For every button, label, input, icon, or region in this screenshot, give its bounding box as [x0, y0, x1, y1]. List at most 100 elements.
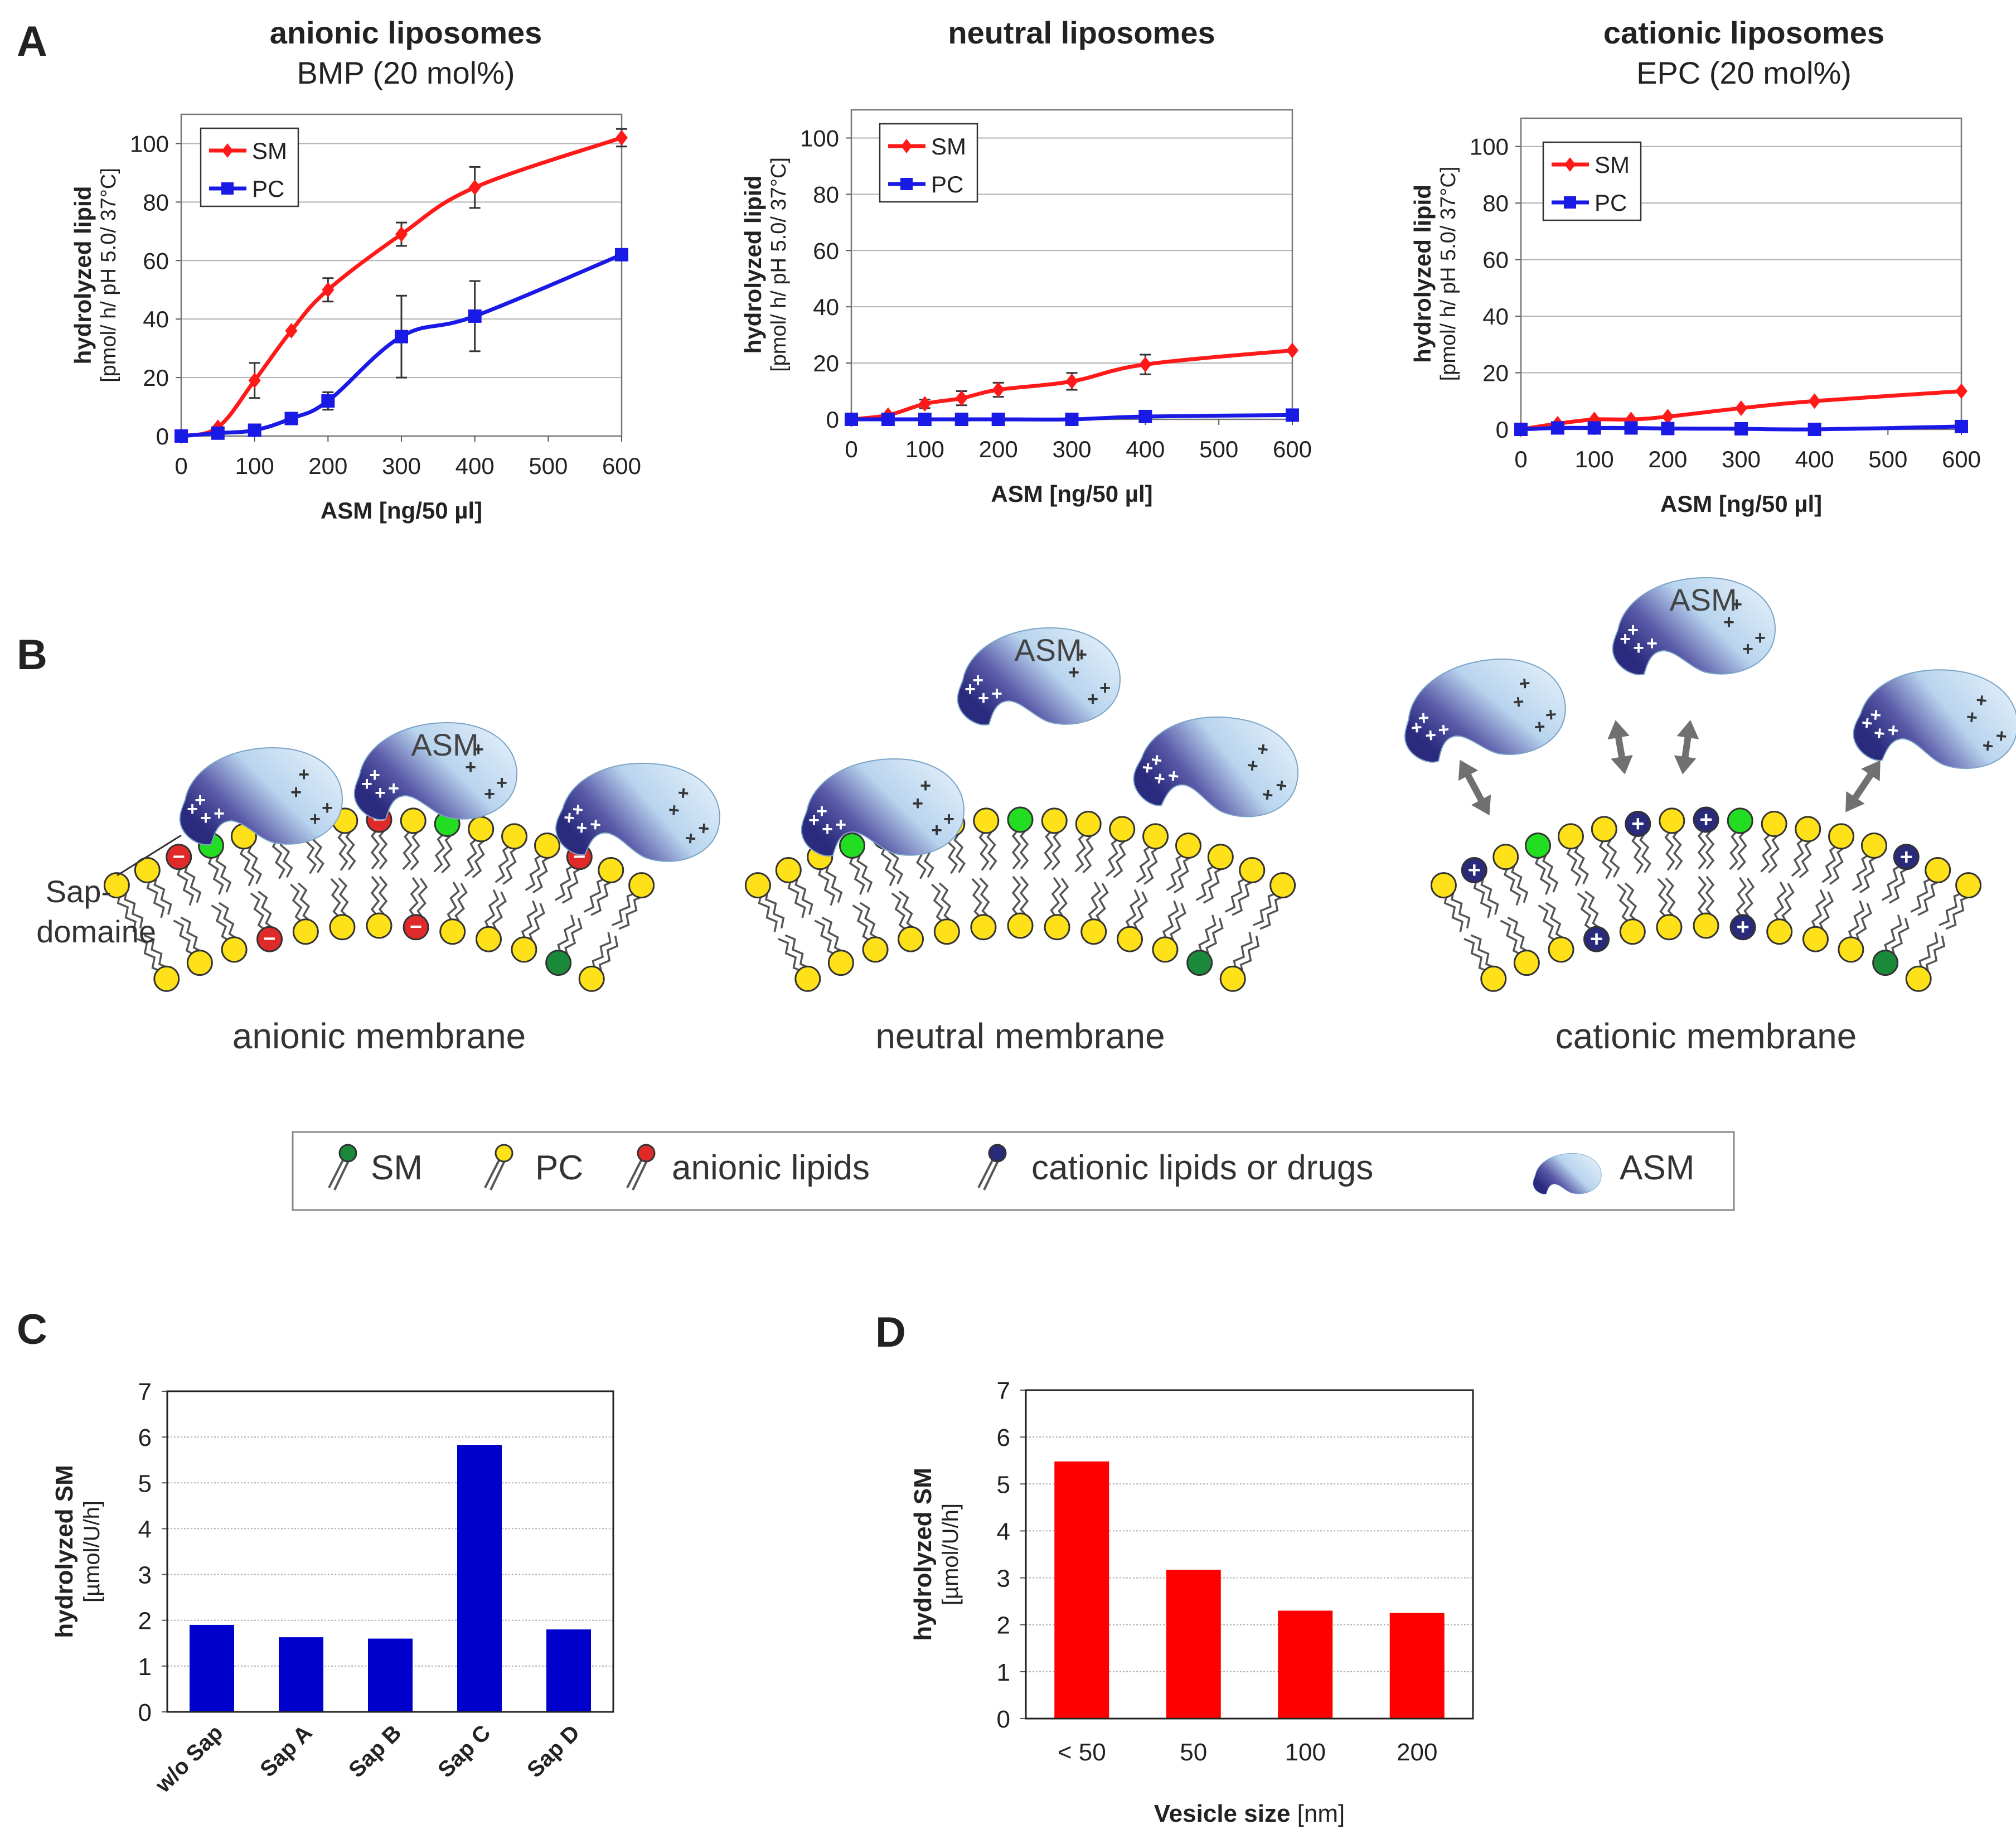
plot-frame — [1025, 1389, 1474, 1720]
legend-head-pc — [495, 1144, 513, 1163]
legend-label-sm: SM — [252, 138, 287, 164]
bar — [279, 1637, 323, 1712]
data-point-pc — [1661, 422, 1675, 435]
data-point-sm — [992, 382, 1005, 398]
plus-charge: + — [667, 799, 680, 821]
chart-legend-box — [879, 123, 978, 203]
x-tick-label: 500 — [1868, 446, 1907, 472]
y-axis-label: hydrolyzed lipid — [70, 186, 96, 365]
lipid-head-pc — [1828, 823, 1855, 850]
x-tick-label: Sap A — [255, 1720, 317, 1782]
lipid-head-an — [166, 844, 192, 870]
plus-charge: + — [697, 817, 710, 840]
x-axis-label: ASM [ng/50 µl] — [991, 481, 1152, 507]
y-axis-label: hydrolyzed SM — [51, 1465, 78, 1638]
y-tick-label: 0 — [156, 423, 169, 449]
asm-label: ASM — [411, 727, 478, 762]
x-tick-label: 0 — [1514, 446, 1527, 472]
lipid-head-pc — [1955, 872, 1982, 899]
legend-tail — [983, 1159, 1000, 1191]
y-tick-label: 1 — [997, 1659, 1010, 1686]
lipid-head-pc — [933, 918, 960, 945]
legend-label-pc: PC — [1595, 190, 1627, 216]
y-tick-label: 100 — [130, 130, 169, 157]
legend-tail — [328, 1156, 346, 1188]
data-point-pc — [1955, 419, 1968, 433]
lipid-head-pc — [1109, 816, 1136, 843]
bar — [1166, 1570, 1221, 1719]
chart-saposin-effect: 0 1 2 3 4 5 6 7 w/o Sap Sap A Sap B Sap C Sap D hydro… — [51, 1378, 614, 1798]
lipid-head-smd — [1186, 950, 1213, 976]
arrow-head — [1861, 760, 1881, 782]
data-point-pc — [1550, 421, 1564, 435]
lipid-head-pc — [400, 807, 427, 834]
arrow-head — [1611, 754, 1633, 775]
lipid-head-pc — [1142, 823, 1169, 850]
legend-label-pc: PC — [931, 171, 963, 197]
lipid-head-pc — [1693, 912, 1719, 939]
charge-plus: + — [1900, 845, 1913, 869]
y-axis-unit: [pmol/ h/ pH 5.0/ 37°C] — [1437, 167, 1460, 381]
lipid-head-cat — [1461, 857, 1487, 884]
asm-label: ASM — [1014, 632, 1082, 667]
data-point-pc — [881, 413, 895, 426]
bar — [190, 1624, 234, 1712]
x-tick-label: 600 — [1273, 436, 1312, 462]
data-point-pc — [395, 330, 408, 343]
y-tick-label: 80 — [1482, 190, 1509, 216]
y-tick-label: 20 — [143, 365, 169, 391]
plus-charge: + — [822, 819, 833, 840]
chart-subtitle: BMP (20 mol%) — [297, 55, 515, 90]
lipid-head-pc — [103, 872, 130, 899]
y-tick-label: 5 — [138, 1470, 152, 1497]
membrane-label: anionic membrane — [232, 1016, 526, 1056]
chart-vesicle-size: 0 1 2 3 4 5 6 7 < 50 50 100 200 hydrolyzed SM [µmol/U… — [909, 1377, 1474, 1827]
chart-title: cationic liposomes — [1603, 15, 1884, 50]
asm-protein: ++++++++ — [1398, 653, 1570, 765]
lipid-head-pc — [970, 914, 997, 941]
legend-marker-sm — [1564, 157, 1576, 172]
x-axis-unit: [nm] — [1290, 1800, 1345, 1827]
lipid-head-pc — [598, 857, 624, 884]
plus-charge: + — [571, 799, 584, 821]
x-tick-label: Sap C — [433, 1720, 495, 1782]
data-point-pc — [468, 309, 482, 323]
y-tick-label: 40 — [143, 306, 169, 332]
plus-charge: + — [1887, 719, 1900, 742]
data-point-sm — [1661, 409, 1674, 425]
plus-charge: + — [1512, 691, 1525, 713]
chart-cationic-liposomes: cationic liposomes EPC (20 mol%) 0 20 40 60 80… — [1409, 15, 1981, 517]
x-axis-label: ASM [ng/50 µl] — [1660, 491, 1822, 517]
bar — [1054, 1461, 1109, 1719]
legend-lipid-icon — [626, 1144, 656, 1191]
legend-tail — [333, 1159, 350, 1191]
plus-charge: + — [943, 809, 954, 830]
x-tick-label: 100 — [905, 436, 944, 462]
bar — [1278, 1610, 1333, 1719]
legend-frame — [292, 1131, 1735, 1211]
lipid-head-pc — [1766, 918, 1793, 945]
lipid-head-pc — [1591, 816, 1617, 843]
lipid-head-pc — [366, 912, 392, 939]
lipid-head-pc — [775, 857, 802, 884]
plus-charge: + — [589, 814, 602, 836]
y-tick-label: 100 — [1470, 134, 1509, 160]
y-tick-label: 40 — [1482, 303, 1509, 330]
x-tick-label: < 50 — [1058, 1739, 1106, 1766]
data-point-pc — [1587, 421, 1601, 435]
plus-charge: + — [1646, 633, 1658, 654]
plus-charge: + — [1068, 662, 1079, 683]
data-point-sm — [1139, 356, 1152, 372]
double-arrow — [1845, 760, 1881, 812]
lipid-head-cat — [1693, 806, 1719, 833]
legend-marker-sm — [222, 143, 233, 158]
y-tick-label: 4 — [138, 1516, 152, 1543]
plus-charge: + — [1873, 722, 1886, 744]
x-tick-label: 400 — [1126, 436, 1165, 462]
chart-legend-box — [1542, 141, 1642, 221]
y-tick-label: 6 — [138, 1424, 152, 1451]
lipid-head-pc — [1795, 816, 1821, 843]
x-tick-label: 500 — [529, 453, 568, 479]
plus-charge: + — [1076, 644, 1087, 665]
plus-charge: + — [388, 778, 399, 799]
